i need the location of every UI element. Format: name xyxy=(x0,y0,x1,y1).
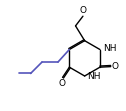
Text: O: O xyxy=(112,62,119,71)
Text: O: O xyxy=(58,79,65,88)
Text: NH: NH xyxy=(87,72,101,81)
Text: O: O xyxy=(80,6,87,15)
Text: NH: NH xyxy=(103,44,116,54)
